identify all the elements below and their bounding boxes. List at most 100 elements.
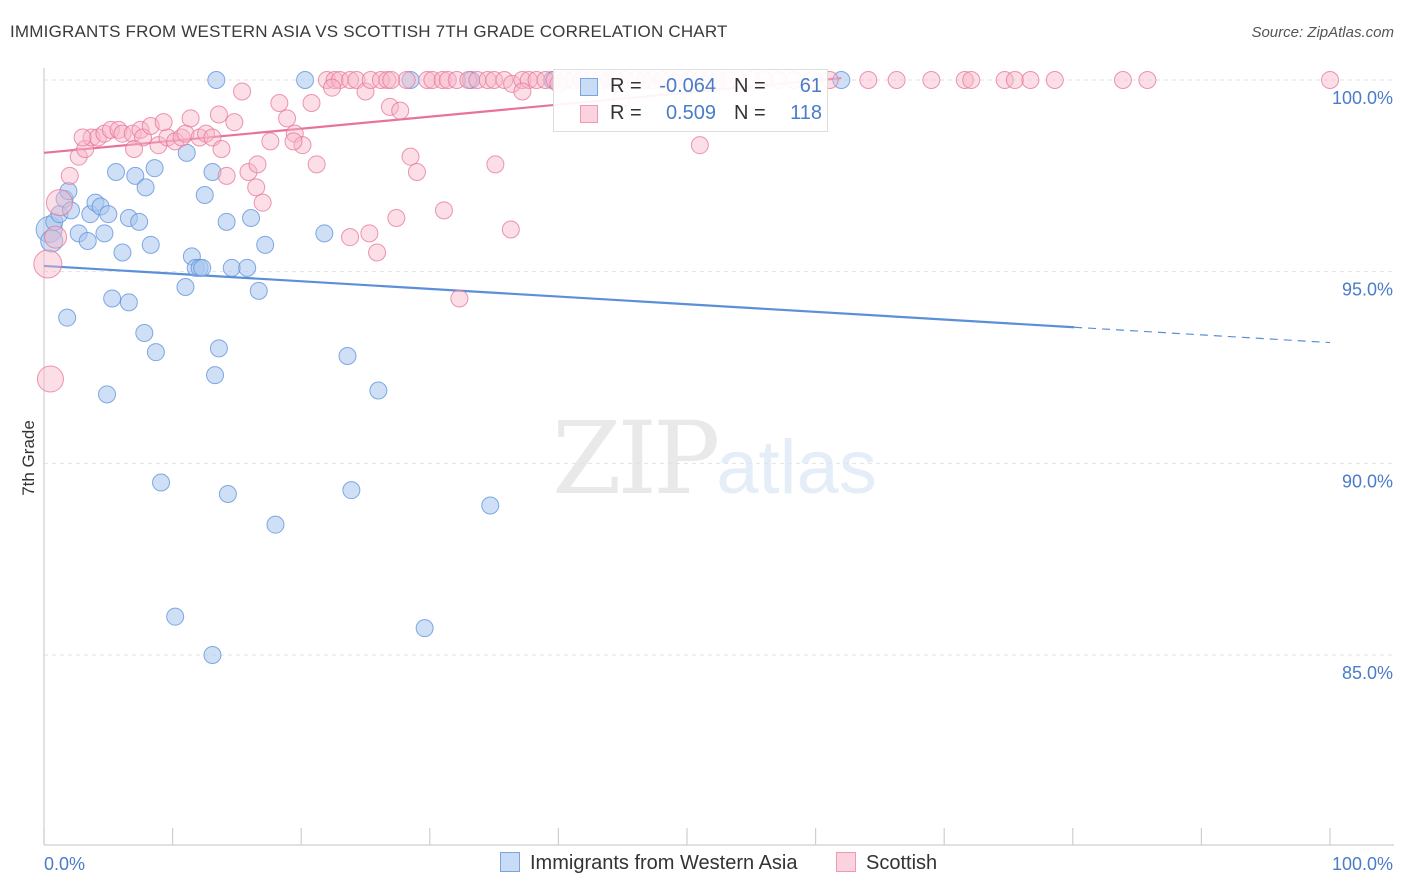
point-scottish [323, 78, 342, 97]
point-scottish [995, 71, 1014, 89]
point-scottish [284, 132, 303, 151]
point-scottish [302, 94, 321, 112]
point-western-asia [238, 258, 257, 277]
point-scottish [387, 209, 406, 227]
point-western-asia [209, 339, 228, 358]
point-scottish [73, 128, 92, 147]
point-scottish [859, 71, 878, 89]
point-western-asia [136, 178, 155, 197]
point-scottish [438, 71, 457, 89]
point-scottish [270, 94, 289, 112]
point-western-asia [62, 201, 81, 220]
point-scottish [485, 71, 504, 89]
point-scottish [101, 120, 120, 139]
point-scottish [459, 71, 478, 89]
legend-label-western-asia: Immigrants from Western Asia [530, 852, 798, 874]
legend-r-value: -0.064 [659, 75, 716, 97]
point-western-asia [203, 163, 222, 181]
point-scottish [1045, 71, 1064, 89]
point-western-asia [242, 209, 261, 227]
watermark-atlas: atlas [716, 425, 877, 510]
point-scottish [1321, 71, 1339, 89]
point-scottish [527, 71, 546, 89]
source-label[interactable]: Source: ZipAtlas.com [1251, 24, 1394, 41]
y-axis-title: 7th Grade [19, 420, 38, 496]
legend-swatch-scottish [836, 852, 856, 872]
point-scottish [113, 124, 132, 143]
point-scottish [382, 71, 401, 89]
point-scottish [36, 365, 64, 393]
axes [43, 68, 1394, 846]
point-western-asia [203, 646, 222, 664]
point-scottish [247, 178, 266, 197]
legend-swatch-western-asia [500, 852, 520, 872]
point-scottish [371, 71, 390, 89]
point-scottish [33, 249, 63, 279]
correlation-legend: R = -0.064 N = 61 R = 0.509 N = 118 [553, 69, 828, 132]
point-western-asia [249, 281, 268, 300]
trend-line-western-asia [43, 264, 1075, 329]
point-western-asia [59, 182, 78, 201]
point-western-asia [481, 496, 500, 515]
legend-n-label: N = [734, 75, 766, 97]
watermark: ZIPatlas [552, 400, 877, 517]
point-western-asia [78, 232, 97, 250]
point-scottish [341, 228, 360, 247]
x-tick-label: 100.0% [1332, 854, 1393, 874]
point-scottish [401, 147, 420, 166]
point-scottish [60, 166, 79, 185]
point-western-asia [415, 619, 434, 638]
point-scottish [360, 224, 379, 243]
legend-n-value: 118 [790, 102, 822, 124]
point-scottish [391, 101, 410, 120]
point-scottish [407, 163, 426, 181]
legend-label-scottish: Scottish [866, 852, 938, 874]
point-scottish [356, 82, 375, 101]
legend-item-scottish[interactable]: Scottish [836, 852, 937, 875]
y-tick-label: 90.0% [1342, 471, 1393, 491]
point-scottish [181, 109, 200, 128]
point-western-asia [98, 385, 117, 404]
point-scottish [503, 74, 522, 93]
point-scottish [450, 289, 469, 308]
legend-n-value: 61 [799, 75, 822, 97]
legend-row-scottish: R = 0.509 N = 118 [554, 102, 827, 126]
point-western-asia [369, 381, 388, 400]
point-western-asia [95, 224, 114, 243]
point-western-asia [135, 324, 154, 342]
point-scottish [69, 147, 88, 166]
point-western-asia [338, 347, 357, 365]
point-scottish [293, 136, 312, 155]
point-scottish [149, 136, 168, 155]
point-western-asia [207, 71, 226, 89]
point-scottish [44, 225, 68, 249]
point-scottish [418, 71, 437, 89]
point-western-asia [146, 343, 165, 362]
point-scottish [501, 220, 520, 239]
point-western-asia [315, 224, 334, 243]
point-western-asia [58, 308, 77, 327]
point-western-asia [119, 293, 138, 312]
point-scottish [341, 71, 360, 89]
legend-r-label: R = [610, 102, 642, 124]
legend-item-western-asia[interactable]: Immigrants from Western Asia [500, 852, 797, 875]
watermark-zip: ZIP [552, 400, 720, 517]
y-tick-label: 85.0% [1342, 663, 1393, 683]
point-western-asia [130, 212, 149, 231]
point-western-asia [296, 71, 315, 89]
point-western-asia [107, 163, 126, 181]
legend-swatch-scottish [580, 105, 598, 123]
point-scottish [307, 155, 326, 174]
point-western-asia [152, 473, 171, 492]
point-western-asia [217, 212, 236, 231]
point-scottish [209, 105, 228, 124]
point-western-asia [342, 481, 361, 500]
point-western-asia [206, 366, 225, 385]
point-scottish [378, 71, 397, 89]
point-scottish [76, 140, 95, 158]
point-scottish [368, 243, 387, 262]
point-scottish [45, 189, 73, 217]
point-western-asia [256, 235, 275, 254]
point-scottish [239, 163, 258, 181]
point-western-asia [141, 235, 160, 254]
